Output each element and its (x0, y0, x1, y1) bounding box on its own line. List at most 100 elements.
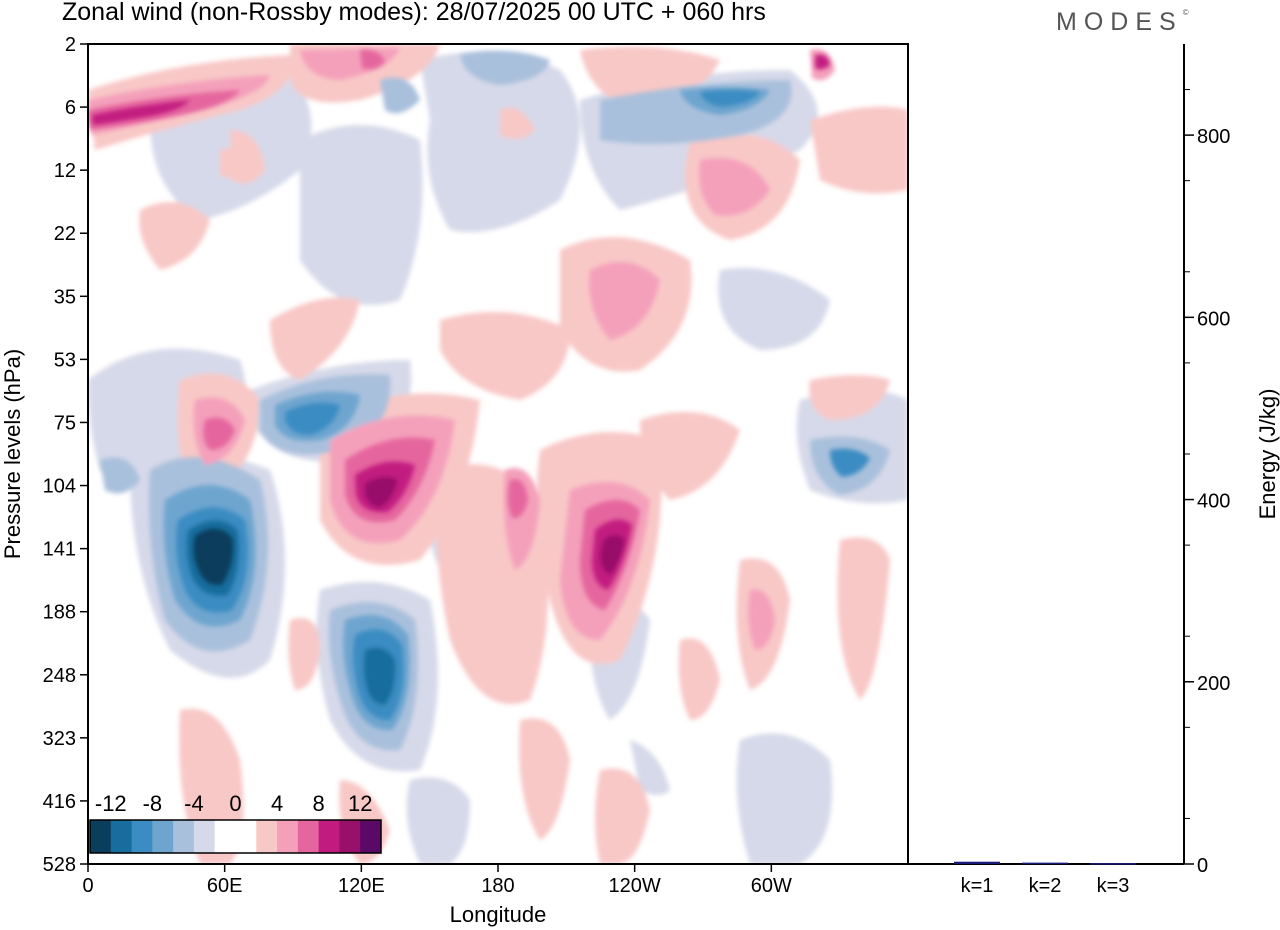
heatmap-axes: 0 60E 120E 180 120W 60W 2 6 12 22 35 53 75 104 141 188 2… (43, 34, 792, 897)
colorbar-label: 0 (229, 791, 241, 816)
contour-negative-region (300, 125, 423, 305)
colorbar: -12 -8 -4 0 4 8 12 (89, 791, 382, 854)
energy-tick-label: 0 (1197, 855, 1208, 877)
contour-positive-region (139, 202, 210, 270)
y-tick-label: 2 (65, 34, 76, 56)
contour-positive-region (678, 638, 720, 720)
colorbar-swatch (339, 820, 361, 853)
contour-positive-core (600, 535, 625, 575)
energy-tick-label: 200 (1197, 673, 1230, 695)
colorbar-swatches (90, 820, 382, 853)
colorbar-swatch (173, 820, 195, 853)
contour-positive-region (748, 589, 775, 650)
contour-negative-core (193, 528, 234, 586)
contour-positive-region (500, 107, 535, 139)
energy-category-label: k=3 (1097, 875, 1130, 897)
colorbar-label: 4 (271, 791, 283, 816)
contour-negative-core (700, 90, 760, 107)
y-tick-label: 12 (54, 160, 76, 182)
y-tick-label: 35 (54, 286, 76, 308)
energy-bar (1090, 863, 1136, 865)
contour-negative-core (285, 402, 340, 435)
colorbar-swatch (235, 820, 257, 853)
y-tick-label: 188 (43, 602, 76, 624)
colorbar-swatch (193, 820, 216, 853)
colorbar-swatch (131, 820, 153, 853)
colorbar-swatch (90, 820, 112, 853)
contour-negative-region (100, 457, 140, 494)
colorbar-label: -12 (95, 791, 127, 816)
contour-positive-region (440, 312, 570, 400)
y-tick-label: 248 (43, 665, 76, 687)
brand-mark: © (1182, 8, 1189, 17)
x-tick-label: 120W (609, 875, 661, 897)
y-tick-label: 528 (43, 854, 76, 876)
contour-positive-region (270, 297, 360, 380)
contour-negative-region (406, 777, 470, 864)
energy-bars: k=1 k=2 k=3 (954, 861, 1136, 897)
contour-field-cores (92, 54, 870, 720)
y-tick-label: 104 (43, 476, 76, 498)
colorbar-swatch (110, 820, 133, 853)
contour-positive-region (589, 262, 660, 340)
x-tick-label: 60E (207, 875, 243, 897)
contour-positive-region (640, 412, 740, 500)
contour-negative-region (736, 733, 832, 864)
brand-name: MODES (1056, 8, 1183, 36)
colorbar-label: -4 (184, 791, 204, 816)
contour-negative-region (718, 268, 830, 350)
contour-positive-region (809, 375, 890, 420)
contour-positive-region (519, 718, 570, 840)
contour-positive-core (92, 100, 190, 125)
y-tick-label: 323 (43, 728, 76, 750)
x-tick-label: 60W (751, 875, 792, 897)
contour-negative-region (420, 52, 580, 232)
colorbar-swatch (297, 820, 320, 853)
contour-positive-region (810, 106, 908, 194)
y-tick-label: 53 (54, 349, 76, 371)
modes-logo: MODES© (1056, 8, 1189, 37)
colorbar-frame (89, 819, 382, 854)
y-tick-label: 141 (43, 539, 76, 561)
colorbar-swatch (152, 820, 174, 853)
energy-bar (954, 861, 1000, 864)
energy-tick-label: 600 (1197, 308, 1230, 330)
x-tick-label: 120E (338, 875, 385, 897)
energy-axes: 0 200 400 600 800 (1184, 89, 1230, 877)
contour-positive-region (507, 479, 528, 519)
contour-positive-region (699, 158, 770, 216)
contour-negative-core (830, 448, 870, 477)
y-tick-label: 75 (54, 412, 76, 434)
energy-axis-label: Energy (J/kg) (1255, 389, 1280, 520)
colorbar-labels: -12 -8 -4 0 4 8 12 (95, 791, 373, 816)
y-axis-label: Pressure levels (hPa) (0, 349, 25, 559)
contour-positive-region (288, 618, 320, 690)
contour-positive-region (230, 130, 265, 184)
energy-category-label: k=2 (1029, 875, 1062, 897)
colorbar-label: 8 (313, 791, 325, 816)
y-tick-label: 22 (54, 223, 76, 245)
contour-positive-region (837, 537, 890, 700)
contour-positive-region (360, 49, 385, 70)
contour-negative-core (363, 647, 396, 705)
contour-negative-region (630, 740, 670, 795)
chart-title: Zonal wind (non-Rossby modes): 28/07/202… (62, 0, 766, 26)
y-tick-label: 6 (65, 97, 76, 119)
heatmap-field (88, 44, 908, 864)
y-tick-label: 416 (43, 791, 76, 813)
contour-negative-region (380, 77, 420, 114)
energy-bar (1022, 862, 1068, 865)
colorbar-swatch (256, 820, 278, 853)
x-axis-label: Longitude (450, 902, 547, 927)
energy-tick-label: 400 (1197, 491, 1230, 513)
colorbar-label: 12 (348, 791, 372, 816)
energy-tick-label: 800 (1197, 126, 1230, 148)
colorbar-swatch (360, 820, 382, 853)
energy-category-label: k=1 (961, 875, 994, 897)
contour-positive-region (595, 768, 650, 864)
colorbar-label: -8 (143, 791, 163, 816)
x-tick-label: 180 (481, 875, 514, 897)
colorbar-swatch (277, 820, 299, 853)
contour-positive-core (365, 476, 398, 508)
